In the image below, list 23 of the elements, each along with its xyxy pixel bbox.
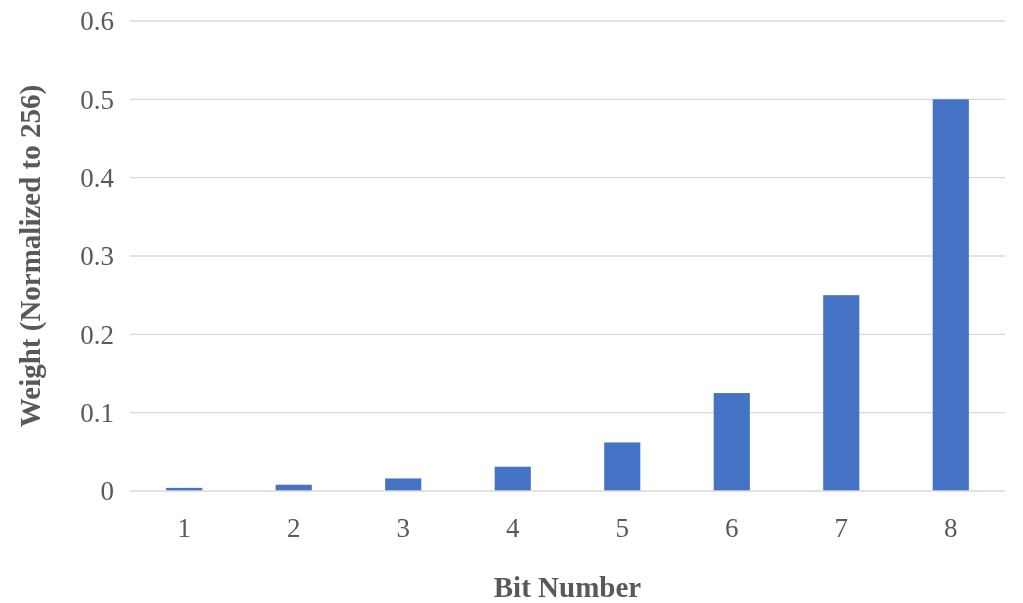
- x-tick-label: 8: [944, 513, 958, 543]
- x-tick-label: 1: [177, 513, 191, 543]
- y-tick-label: 0.1: [80, 398, 114, 429]
- y-tick-label: 0.6: [80, 6, 114, 37]
- y-tick-label: 0.3: [80, 241, 114, 272]
- x-axis-title: Bit Number: [493, 571, 642, 603]
- bar: [713, 393, 750, 491]
- y-tick-label: 0: [100, 476, 114, 507]
- x-tick-label: 5: [615, 513, 630, 543]
- x-tick-label: 6: [725, 513, 739, 543]
- x-tick-label: 7: [834, 513, 849, 543]
- y-tick-label: 0.2: [80, 319, 114, 350]
- x-tick-label: 4: [505, 513, 520, 543]
- x-tick-label: 3: [396, 513, 410, 543]
- bar: [604, 442, 641, 491]
- bar: [385, 478, 422, 491]
- x-tick-label: 2: [286, 513, 301, 543]
- y-tick-label: 0.5: [80, 84, 114, 115]
- bar: [932, 99, 969, 491]
- bar: [823, 295, 860, 491]
- bar: [494, 466, 531, 491]
- y-axis-title: Weight (Normalized to 256): [14, 84, 47, 428]
- y-tick-label: 0.4: [80, 163, 115, 194]
